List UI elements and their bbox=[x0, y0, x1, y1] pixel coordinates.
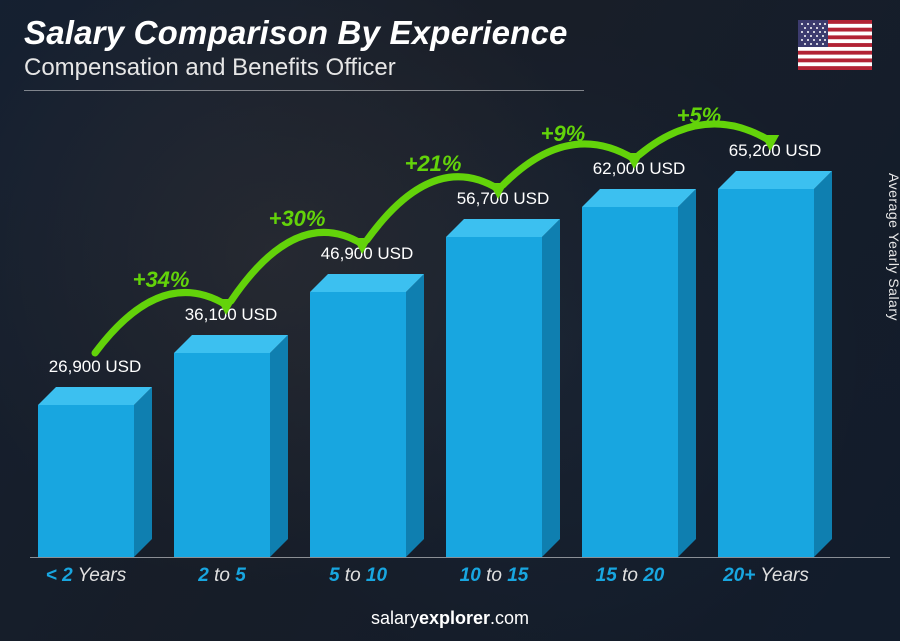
bar bbox=[174, 353, 270, 557]
x-axis-line bbox=[30, 557, 890, 558]
x-axis-label: 15 to 20 bbox=[560, 565, 700, 587]
x-axis-label: 5 to 10 bbox=[288, 565, 428, 587]
footer-prefix: salary bbox=[371, 608, 419, 628]
percent-increase-label: +30% bbox=[269, 206, 326, 232]
flag-icon bbox=[798, 20, 872, 70]
bar bbox=[310, 292, 406, 557]
footer-attribution: salaryexplorer.com bbox=[0, 608, 900, 629]
footer-tld: .com bbox=[490, 608, 529, 628]
x-axis-label: 20+ Years bbox=[696, 565, 836, 587]
bar bbox=[582, 207, 678, 557]
percent-increase-label: +34% bbox=[133, 267, 190, 293]
bar bbox=[38, 405, 134, 557]
chart-subtitle: Compensation and Benefits Officer bbox=[24, 54, 396, 82]
infographic-stage: { "header": { "title": "Salary Compariso… bbox=[0, 0, 900, 641]
bar bbox=[718, 189, 814, 557]
percent-increase-label: +9% bbox=[541, 121, 586, 147]
chart-title: Salary Comparison By Experience bbox=[24, 14, 568, 52]
x-axis-label: < 2 Years bbox=[16, 565, 156, 587]
x-axis-label: 10 to 15 bbox=[424, 565, 564, 587]
bar bbox=[446, 237, 542, 557]
percent-increase-label: +21% bbox=[405, 151, 462, 177]
percent-increase-label: +5% bbox=[677, 103, 722, 129]
bar-chart: 26,900 USD< 2 Years36,100 USD2 to 546,90… bbox=[0, 87, 860, 557]
y-axis-label: Average Yearly Salary bbox=[886, 173, 900, 321]
x-axis-label: 2 to 5 bbox=[152, 565, 292, 587]
footer-suffix: explorer bbox=[419, 608, 490, 628]
